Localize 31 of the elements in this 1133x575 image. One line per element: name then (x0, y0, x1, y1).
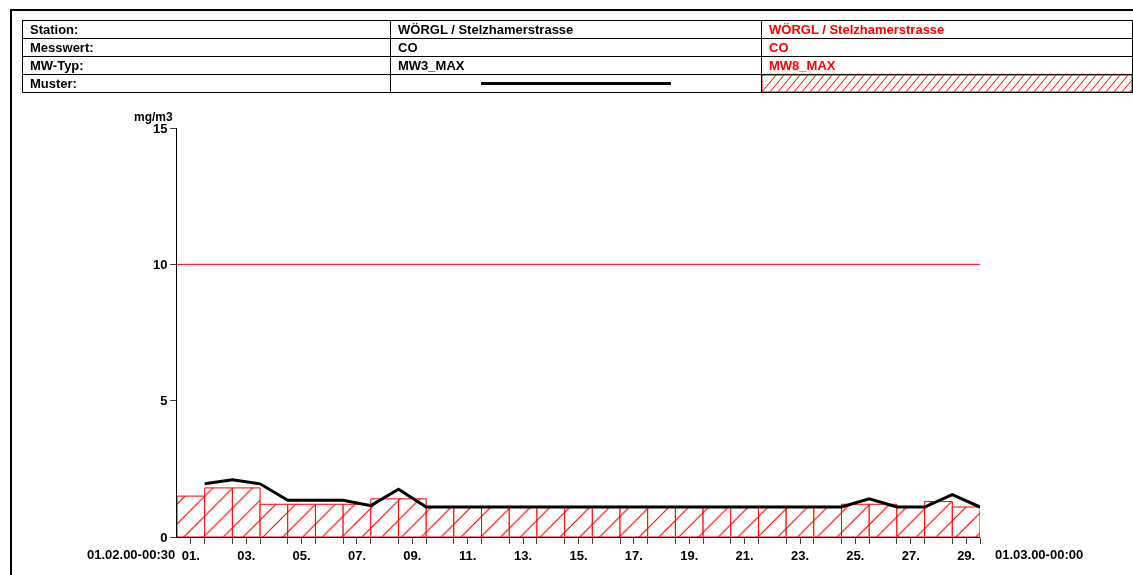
x-tick-label: 17. (624, 547, 643, 563)
x-tick-label: 21. (735, 547, 754, 563)
x-tick-label: 07. (347, 547, 367, 563)
text: Messwert: (22, 38, 391, 57)
x-tick-label: 03. (237, 547, 256, 563)
x-tick-label: 23. (790, 547, 810, 563)
x-tick-label: 15. (569, 547, 588, 563)
y-tick-label: 5 (160, 393, 168, 409)
x-tick-label: 25. (846, 547, 865, 563)
text: CO (390, 38, 762, 57)
text: WÖRGL / Stelzhamerstrasse (390, 20, 762, 39)
x-tick-label: 11. (459, 547, 477, 563)
text: Muster: (22, 74, 391, 93)
x-tick-label: 27. (901, 547, 920, 563)
text: MW-Typ: (22, 56, 391, 75)
x-tick-label: 13. (514, 547, 533, 563)
y-tick-label: 0 (160, 529, 168, 545)
text: Station: (22, 20, 391, 39)
text: 01.03.00-00:00 (995, 547, 1084, 562)
y-tick-label: 10 (152, 256, 168, 272)
text: WÖRGL / Stelzhamerstrasse (761, 20, 1133, 39)
x-tick-label: 19. (680, 547, 699, 563)
x-tick-label: 01. (181, 547, 200, 563)
x-tick-label: 05. (292, 547, 311, 563)
text: 01.02.00-00:30 (87, 547, 176, 562)
x-tick-label: 09. (403, 547, 422, 563)
text: CO (761, 38, 1133, 57)
line-series (203, 478, 980, 509)
x-tick-label: 29. (957, 547, 976, 563)
text: MW3_MAX (390, 56, 762, 75)
text: MW8_MAX (761, 56, 1133, 75)
